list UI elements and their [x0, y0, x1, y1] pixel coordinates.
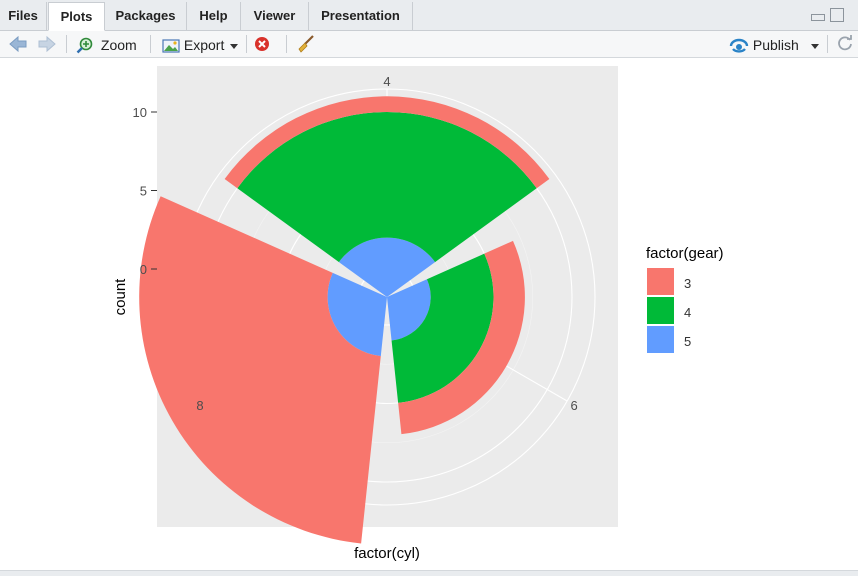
publish-dropdown-caret-icon: [810, 43, 819, 49]
export-label: Export: [183, 37, 225, 53]
legend-key-4: [647, 297, 674, 324]
bar-segment-cyl8-gear5: [327, 272, 387, 357]
pane-bottom-border: [0, 570, 858, 576]
y-axis-title: count: [112, 278, 129, 316]
tab-presentation[interactable]: Presentation: [309, 2, 413, 31]
plot-viewer: 4 6 8 0 5 10 factor(cyl) count factor(gear) …: [0, 58, 858, 569]
toolbar-separator: [246, 35, 247, 53]
bar-segment-cyl6-gear4: [391, 253, 494, 403]
tab-viewer[interactable]: Viewer: [241, 2, 309, 31]
legend: factor(gear) 3 4 5: [646, 245, 724, 353]
export-image-icon: [162, 39, 180, 53]
forward-arrow-icon[interactable]: [37, 34, 57, 55]
bar-segment-cyl4-gear3: [224, 96, 550, 189]
tab-plots[interactable]: Plots: [48, 2, 105, 31]
legend-key-5: [647, 326, 674, 353]
tab-bar: Files Plots Packages Help Viewer Present…: [0, 0, 858, 31]
export-dropdown-caret-icon: [230, 43, 239, 49]
refresh-icon: [838, 35, 852, 51]
legend-label-5: 5: [684, 334, 691, 349]
export-button[interactable]: Export: [162, 34, 239, 55]
publish-icon: [729, 39, 749, 53]
legend-label-4: 4: [684, 305, 691, 320]
toolbar-separator: [827, 35, 828, 53]
plots-toolbar: Zoom Export Publish: [0, 31, 858, 58]
x-tick-label: 6: [570, 398, 577, 413]
bar-segment-cyl6-gear3: [398, 240, 525, 435]
tab-files[interactable]: Files: [0, 2, 47, 31]
y-tick-label: 5: [140, 184, 147, 199]
x-axis-title: factor(cyl): [354, 545, 420, 562]
remove-plot-button[interactable]: [254, 34, 270, 55]
tab-help[interactable]: Help: [187, 2, 241, 31]
x-tick-label: 4: [383, 74, 390, 89]
toolbar-separator: [286, 35, 287, 53]
back-arrow-icon[interactable]: [8, 34, 28, 55]
clear-plots-button[interactable]: [296, 34, 316, 55]
bar-segment-cyl4-gear5: [338, 237, 436, 297]
x-tick-label: 8: [196, 398, 203, 413]
legend-label-3: 3: [684, 276, 691, 291]
maximize-pane-icon[interactable]: [830, 8, 844, 22]
publish-button[interactable]: Publish: [729, 34, 819, 55]
refresh-button[interactable]: [836, 34, 854, 55]
toolbar-separator: [66, 35, 67, 53]
y-tick-label: 0: [140, 262, 147, 277]
tab-packages[interactable]: Packages: [105, 2, 187, 31]
y-tick-label: 10: [133, 105, 147, 120]
remove-plot-icon: [255, 37, 269, 51]
bar-segment-cyl6-gear5: [387, 279, 431, 341]
zoom-button[interactable]: Zoom: [76, 34, 137, 55]
bar-segment-cyl8-gear3: [139, 196, 381, 544]
broom-icon: [298, 35, 314, 53]
zoom-label: Zoom: [100, 37, 137, 53]
polar-bar-chart: 4 6 8 0 5 10 factor(cyl) count factor(gear) …: [112, 66, 724, 562]
toolbar-separator: [150, 35, 151, 53]
zoom-magnifier-icon: [76, 37, 93, 54]
legend-key-3: [647, 268, 674, 295]
legend-title: factor(gear): [646, 245, 724, 262]
minimize-pane-icon[interactable]: [811, 14, 825, 21]
bar-segment-cyl4-gear4: [237, 111, 537, 263]
publish-label: Publish: [752, 37, 799, 53]
